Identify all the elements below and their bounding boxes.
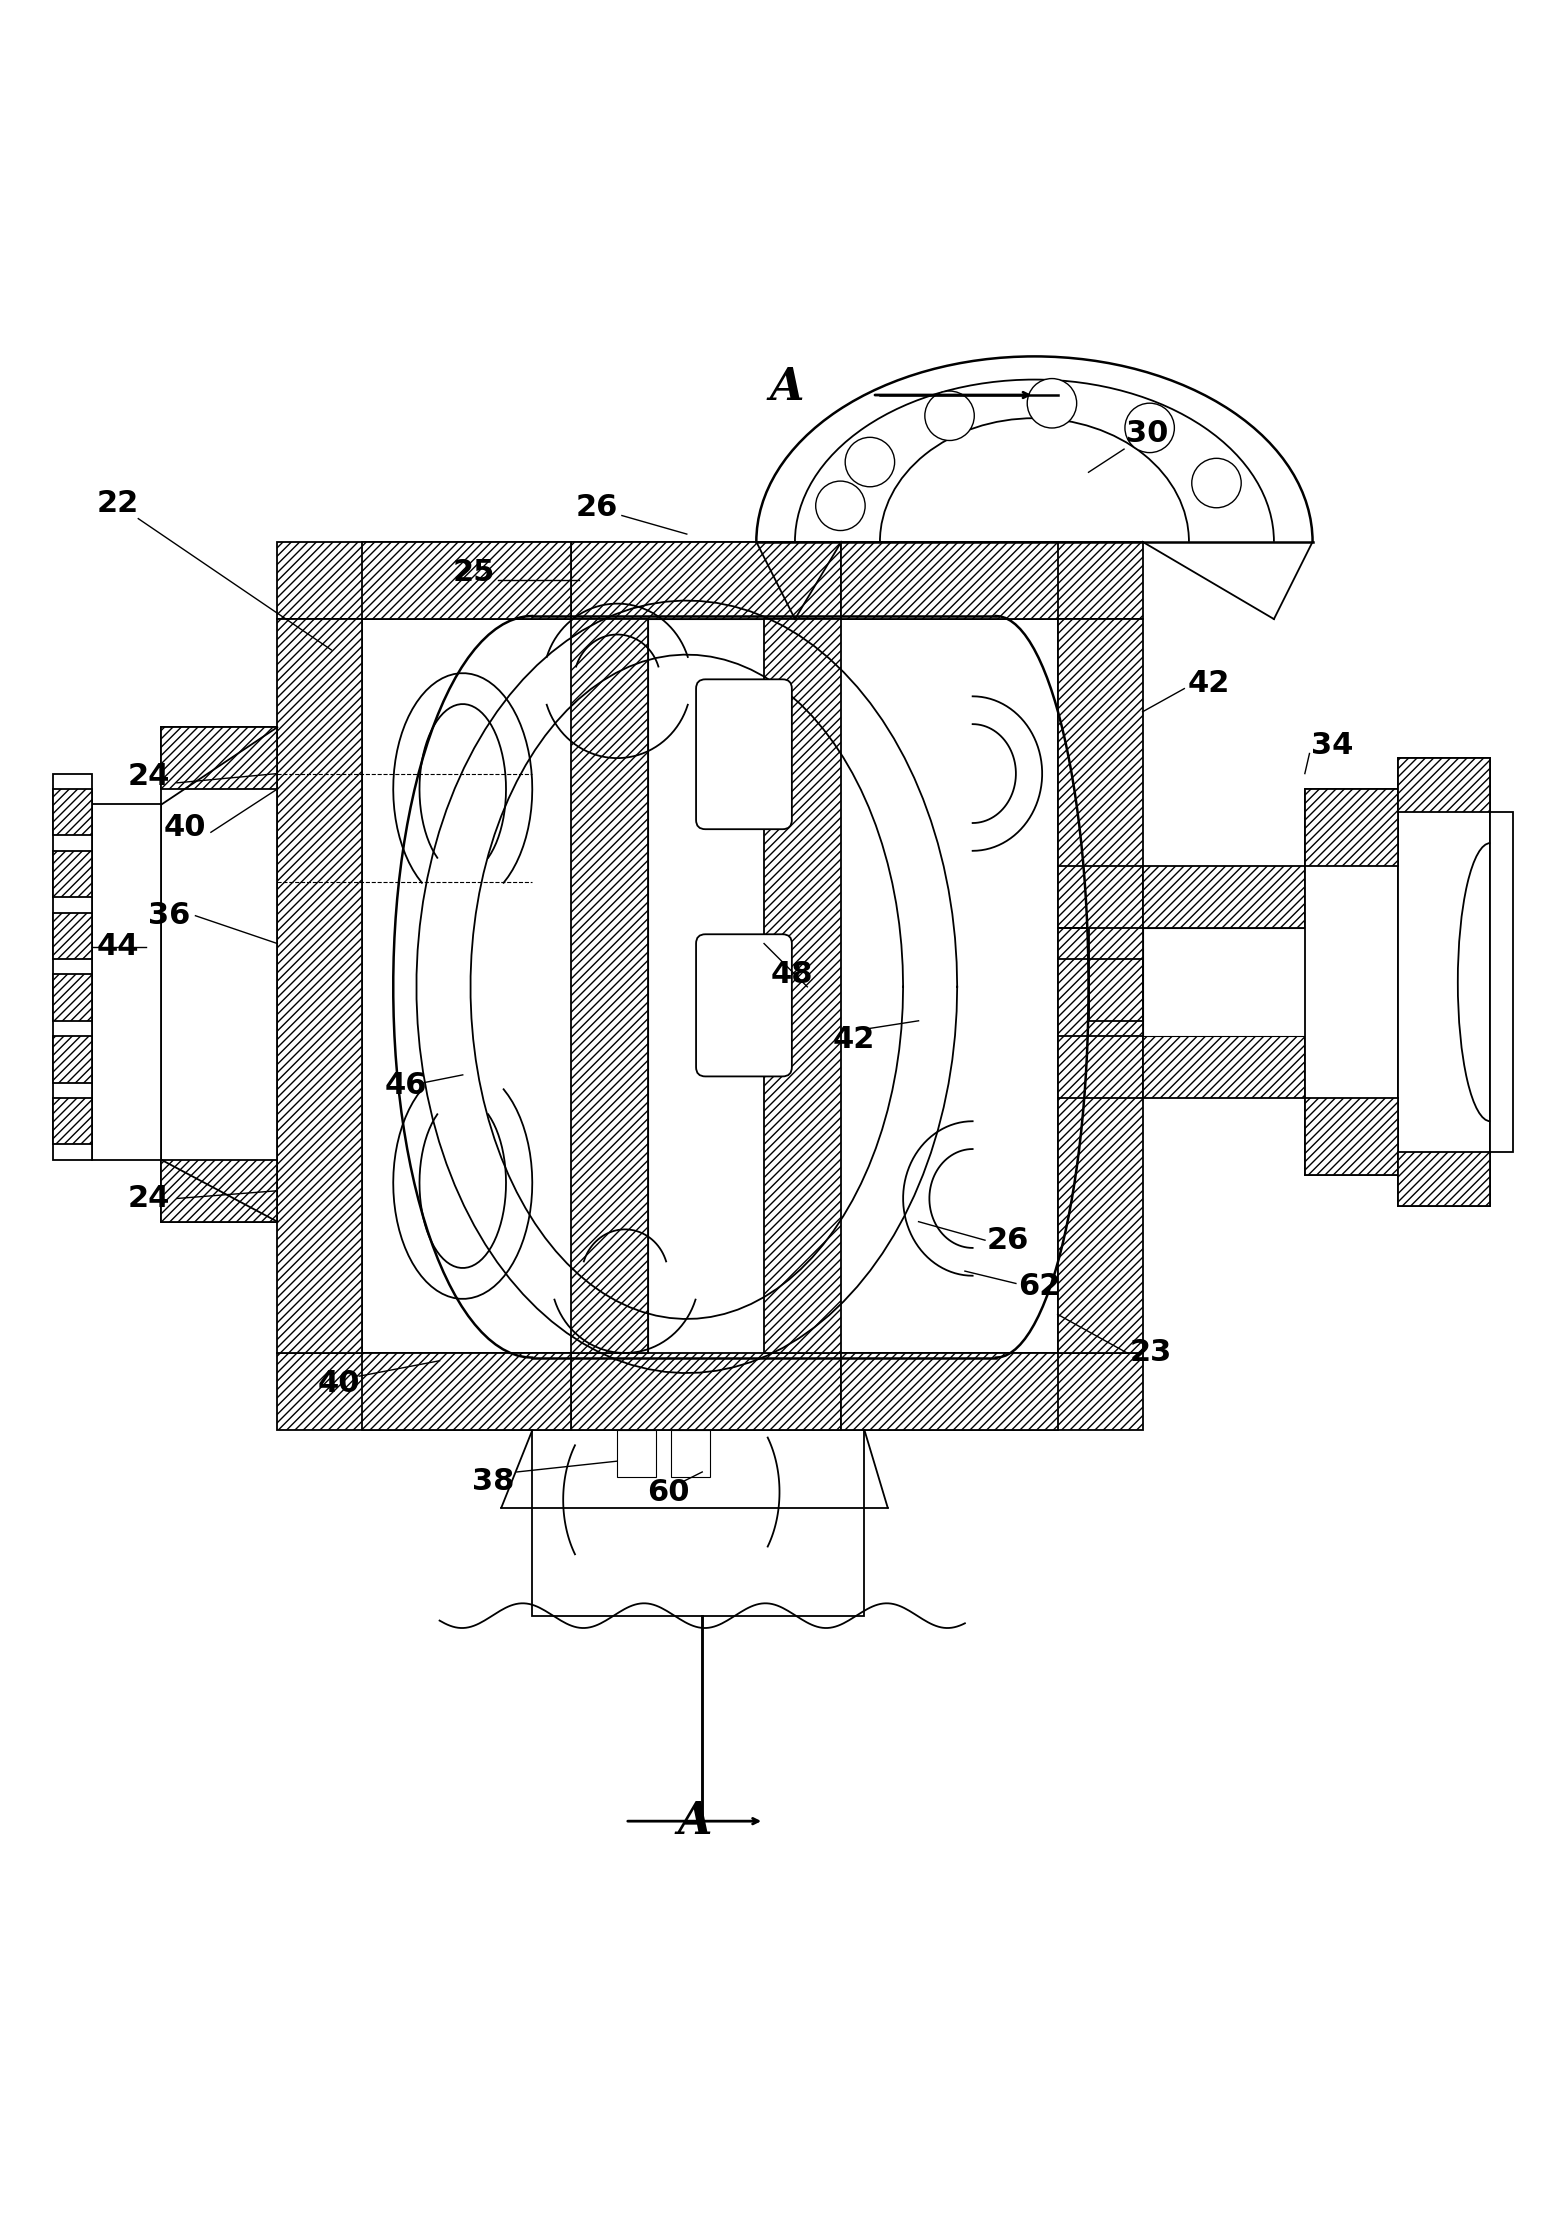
Circle shape [924,392,974,441]
Text: 26: 26 [987,1225,1029,1254]
Polygon shape [278,1354,1143,1430]
Polygon shape [362,619,1057,1354]
Polygon shape [92,804,162,1160]
Text: 23: 23 [1129,1338,1171,1367]
Text: 40: 40 [164,813,206,842]
Polygon shape [1143,929,1305,1036]
Text: 60: 60 [647,1477,689,1505]
Polygon shape [571,541,842,619]
Text: 46: 46 [385,1071,427,1100]
Polygon shape [362,1354,571,1430]
Circle shape [1126,403,1174,452]
Text: 62: 62 [1018,1272,1060,1301]
Polygon shape [162,728,278,788]
Polygon shape [53,913,92,960]
Polygon shape [162,728,278,1223]
Text: 38: 38 [472,1468,514,1497]
Polygon shape [1397,757,1490,1207]
Text: 42: 42 [833,1024,875,1053]
Polygon shape [1057,619,1143,1354]
Text: 25: 25 [452,559,494,588]
Circle shape [1191,459,1241,508]
Text: 30: 30 [1126,419,1168,448]
Polygon shape [842,541,1057,619]
Polygon shape [1397,757,1490,813]
Text: 26: 26 [575,494,619,523]
Circle shape [845,436,895,488]
Polygon shape [278,619,362,1354]
Text: 40: 40 [318,1370,360,1399]
Polygon shape [1143,866,1305,929]
Text: 42: 42 [1188,670,1230,699]
Text: A: A [677,1799,712,1842]
Polygon shape [53,851,92,897]
Polygon shape [842,1354,1057,1430]
Text: 36: 36 [148,902,190,931]
Polygon shape [53,1098,92,1145]
Polygon shape [1305,788,1397,1176]
Polygon shape [162,1160,278,1223]
Polygon shape [53,773,92,1160]
Polygon shape [571,619,649,1354]
Polygon shape [278,541,1143,619]
FancyBboxPatch shape [695,935,792,1076]
FancyBboxPatch shape [695,679,792,828]
Polygon shape [1143,1036,1305,1098]
Text: 34: 34 [1311,730,1353,759]
Text: 24: 24 [128,762,170,791]
Text: A: A [770,365,804,410]
Polygon shape [53,1036,92,1082]
Text: 44: 44 [97,933,139,962]
Polygon shape [649,619,764,1354]
Polygon shape [1305,1098,1397,1176]
Polygon shape [1305,788,1397,866]
Polygon shape [53,788,92,835]
Text: 24: 24 [128,1185,170,1214]
Polygon shape [672,1430,709,1477]
Polygon shape [1397,1151,1490,1207]
Circle shape [815,481,865,530]
Polygon shape [1490,813,1514,1151]
Polygon shape [764,619,842,1354]
Polygon shape [362,541,571,619]
Circle shape [1027,379,1077,428]
Text: 48: 48 [770,960,814,989]
Polygon shape [617,1430,656,1477]
Text: 22: 22 [97,488,139,517]
Polygon shape [532,1430,865,1615]
Polygon shape [53,975,92,1020]
Polygon shape [571,1354,842,1430]
